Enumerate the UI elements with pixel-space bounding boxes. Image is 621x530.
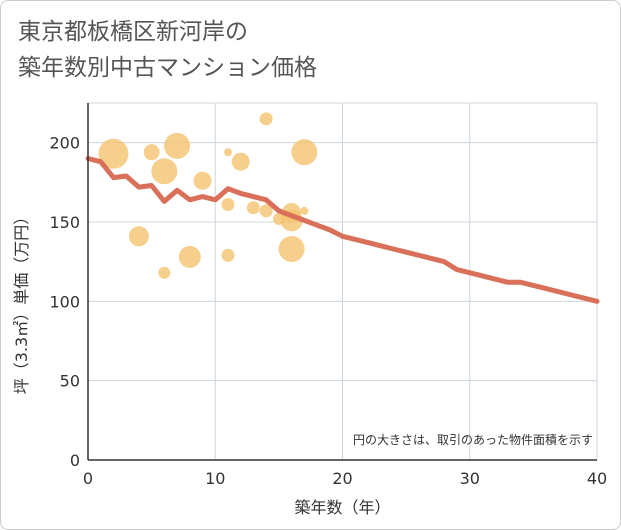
bubble-point: [223, 148, 232, 157]
bubble-point: [178, 245, 201, 268]
bubble-point: [278, 235, 305, 262]
x-tick-label: 40: [587, 469, 607, 488]
bubble-size-note: 円の大きさは、取引のあった物件面積を示す: [353, 432, 593, 447]
bubble-point: [128, 226, 149, 247]
y-tick-label: 150: [49, 213, 80, 232]
y-axis-label: 坪（3.3㎡）単価（万円）: [12, 209, 31, 394]
y-tick-label: 100: [49, 292, 80, 311]
trend-series: [85, 156, 600, 304]
trend-line: [85, 156, 600, 304]
y-tick-label: 200: [49, 134, 80, 153]
bubble-point: [221, 248, 235, 262]
bubble-point: [221, 198, 235, 212]
bubble-point: [143, 144, 160, 161]
x-axis-label: 築年数（年）: [294, 498, 390, 517]
y-tick-label: 0: [70, 451, 80, 470]
x-tick-label: 10: [205, 469, 225, 488]
x-tick-label: 20: [332, 469, 352, 488]
bubble-point: [151, 158, 178, 185]
bubble-point: [259, 112, 273, 126]
bubble-point: [246, 201, 260, 215]
chart-title-line2: 築年数別中古マンション価格: [18, 55, 317, 81]
axes: 0 50 100 150 200 0 10 20 30 40: [49, 103, 607, 488]
y-tick-label: 50: [60, 372, 80, 391]
bubble-point: [164, 132, 191, 159]
grid-lines: [87, 102, 598, 461]
bubble-point: [259, 204, 273, 218]
chart-title-line1: 東京都板橋区新河岸の: [18, 19, 248, 45]
chart-title: 東京都板橋区新河岸の 築年数別中古マンション価格: [18, 14, 317, 86]
bubble-point: [193, 171, 212, 190]
x-tick-label: 0: [83, 469, 93, 488]
bubble-point: [300, 206, 309, 215]
x-tick-label: 30: [460, 469, 480, 488]
bubble-point: [291, 139, 318, 166]
bubble-point: [231, 152, 250, 171]
bubble-point: [158, 266, 171, 279]
bubble-point: [98, 138, 129, 169]
